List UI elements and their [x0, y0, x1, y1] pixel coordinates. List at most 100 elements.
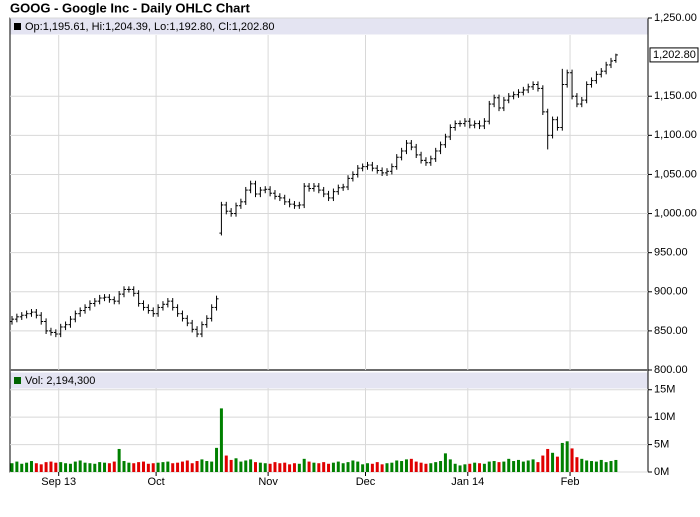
volume-bar	[171, 463, 175, 472]
volume-bar	[54, 462, 58, 472]
volume-bar	[205, 461, 209, 472]
volume-bar	[307, 461, 311, 472]
volume-bar	[268, 463, 272, 472]
volume-bar	[176, 462, 180, 472]
volume-bar	[502, 461, 506, 472]
y-tick-label: 900.00	[654, 286, 688, 298]
volume-bar	[127, 462, 131, 472]
volume-bar	[278, 463, 282, 472]
volume-bar	[492, 461, 496, 472]
volume-bar	[161, 462, 165, 472]
last-price-label: 1,202.80	[653, 49, 696, 61]
volume-bar	[385, 463, 389, 472]
legend-swatch	[14, 377, 21, 384]
volume-bar	[555, 456, 559, 472]
volume-bar	[64, 463, 68, 472]
volume-bar	[44, 462, 48, 472]
volume-bar	[239, 461, 243, 472]
volume-bar	[351, 460, 355, 472]
volume-bar	[93, 463, 97, 472]
volume-bar	[258, 462, 262, 472]
volume-bar	[370, 463, 374, 472]
volume-bar	[604, 462, 608, 472]
legend-text: Vol: 2,194,300	[25, 375, 95, 387]
volume-bar	[107, 463, 111, 472]
volume-bar	[434, 462, 438, 472]
volume-bar	[482, 463, 486, 472]
volume-bar	[599, 459, 603, 472]
volume-bar	[497, 462, 501, 472]
volume-bar	[297, 463, 301, 472]
volume-bar	[29, 461, 33, 472]
volume-bar	[317, 463, 321, 472]
volume-bar	[570, 448, 574, 472]
volume-bar	[98, 462, 102, 472]
x-tick-label: Nov	[258, 476, 278, 488]
volume-bar	[210, 461, 214, 472]
y-tick-label: 1,050.00	[654, 168, 697, 180]
volume-bar	[473, 462, 477, 472]
volume-bar	[78, 460, 82, 472]
y-tick-label: 15M	[654, 384, 675, 396]
volume-bar	[478, 463, 482, 472]
volume-bar	[103, 462, 107, 472]
volume-bar	[122, 461, 126, 472]
volume-bar	[200, 459, 204, 472]
volume-bar	[112, 461, 116, 472]
volume-bar	[34, 463, 38, 472]
x-tick-label: Jan 14	[451, 476, 484, 488]
volume-bar	[526, 460, 530, 472]
volume-bar	[244, 460, 248, 472]
legend-swatch	[14, 23, 21, 30]
plot-frame	[9, 17, 649, 473]
x-tick-label: Feb	[561, 476, 580, 488]
volume-bar	[190, 463, 194, 472]
volume-bar	[507, 458, 511, 472]
volume-bar	[117, 448, 121, 472]
volume-bar	[263, 463, 267, 472]
y-tick-label: 950.00	[654, 247, 688, 259]
y-tick-label: 5M	[654, 438, 669, 450]
price-legend-strip	[10, 18, 648, 35]
volume-bar	[429, 463, 433, 472]
volume-legend-strip	[10, 372, 648, 389]
volume-bar	[229, 459, 233, 472]
volume-bar	[395, 460, 399, 472]
volume-bar	[609, 461, 613, 472]
volume-bar	[292, 463, 296, 472]
volume-bar	[312, 462, 316, 472]
volume-bar	[83, 462, 87, 472]
y-tick-label: 10M	[654, 411, 675, 423]
volume-bar	[361, 464, 365, 472]
x-tick-label: Dec	[356, 476, 376, 488]
y-tick-label: 0M	[654, 466, 669, 478]
volume-bar	[614, 459, 618, 472]
volume-bar	[565, 441, 569, 472]
volume-bar	[409, 458, 413, 472]
volume-bar	[88, 463, 92, 472]
volume-bar	[39, 464, 43, 472]
volume-bar	[443, 453, 447, 472]
volume-bar	[468, 463, 472, 472]
volume-bar	[404, 459, 408, 472]
volume-bar	[414, 461, 418, 472]
y-tick-label: 1,100.00	[654, 129, 697, 141]
volume-bar	[531, 459, 535, 472]
volume-bar	[73, 461, 77, 472]
last-price-box	[649, 47, 699, 63]
y-tick-label: 800.00	[654, 364, 688, 376]
y-tick-label: 1,000.00	[654, 207, 697, 219]
y-tick-label: 850.00	[654, 325, 688, 337]
volume-bar	[273, 462, 277, 472]
volume-bar	[195, 461, 199, 472]
volume-bar	[331, 462, 335, 472]
volume-bar	[516, 459, 520, 472]
volume-bar	[356, 461, 360, 472]
x-tick-label: Sep 13	[41, 476, 76, 488]
volume-bar	[156, 462, 160, 472]
x-tick-label: Oct	[148, 476, 165, 488]
volume-bar	[594, 461, 598, 472]
volume-bar	[546, 448, 550, 472]
volume-bar	[302, 458, 306, 472]
